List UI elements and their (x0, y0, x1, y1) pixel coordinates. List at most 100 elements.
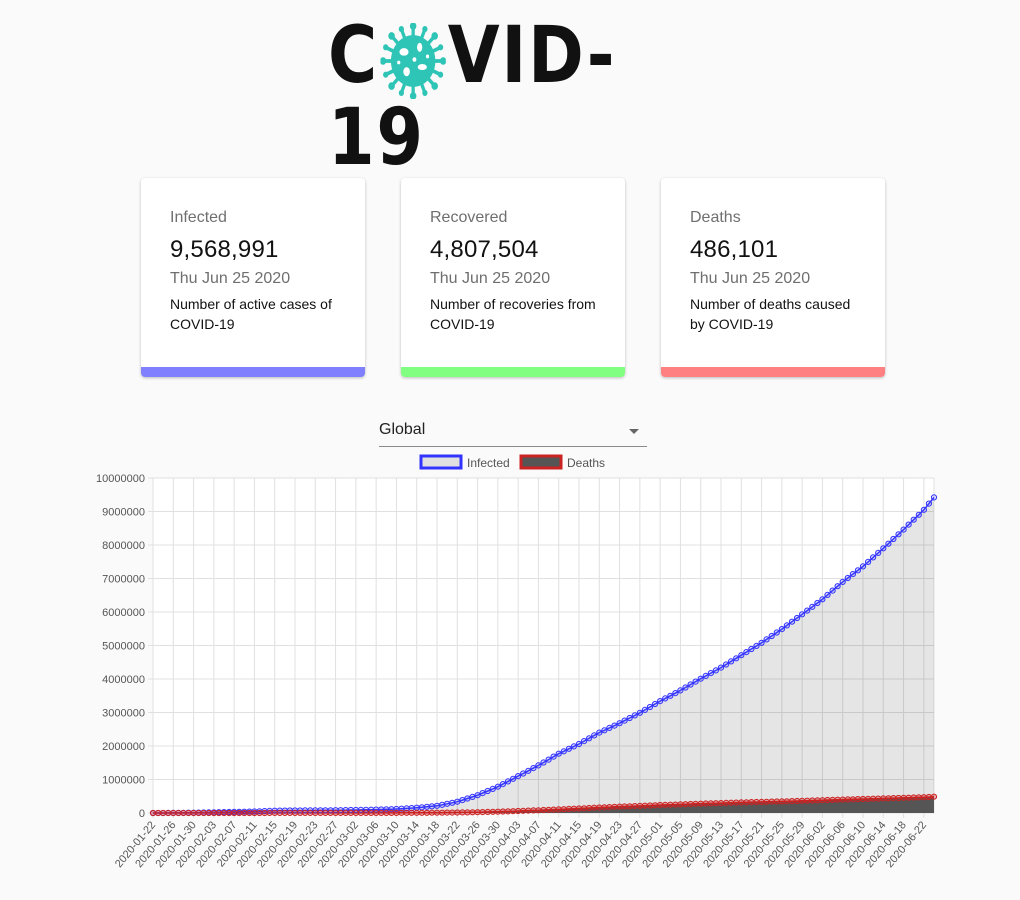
data-point-deaths (175, 809, 182, 817)
data-point-infected (449, 799, 456, 806)
data-point-infected (636, 709, 644, 716)
data-point-deaths (439, 809, 446, 816)
data-point-infected (859, 563, 867, 570)
data-point-infected (611, 722, 618, 729)
cases-chart: 0 1000000 2000000 3000000 4000000 5000000 6000… (96, 454, 938, 870)
data-point-deaths (682, 801, 689, 808)
card-color-bar (661, 367, 885, 377)
data-point-infected (616, 720, 623, 727)
data-point-deaths (373, 809, 380, 816)
data-point-deaths (256, 809, 263, 817)
covid-logo: C VID-19 (328, 17, 700, 176)
data-point-infected (763, 636, 770, 643)
data-point-deaths (347, 809, 354, 816)
data-point-infected (697, 675, 704, 682)
data-point-deaths (804, 797, 811, 804)
data-point-deaths (885, 795, 892, 802)
data-point-deaths (875, 795, 882, 802)
data-point-deaths (677, 801, 684, 808)
data-point-deaths (667, 801, 674, 808)
data-point-deaths (464, 809, 471, 816)
data-point-infected (474, 792, 481, 799)
data-point-infected (905, 521, 912, 528)
data-point-deaths (768, 798, 775, 805)
data-point-infected (560, 748, 567, 755)
data-point-deaths (702, 800, 709, 807)
data-point-deaths (220, 809, 228, 817)
card-title: Deaths (690, 209, 741, 226)
data-point-infected (728, 658, 735, 665)
data-point-infected (930, 494, 938, 501)
country-select[interactable]: Global (379, 417, 647, 447)
data-point-infected (768, 632, 775, 640)
data-point-infected (854, 567, 862, 574)
data-point-infected (717, 664, 725, 671)
data-point-infected (606, 724, 613, 731)
legend-label-deaths: Deaths (567, 456, 605, 470)
data-point-deaths (555, 806, 562, 813)
x-axis-ticks: 2020-01-222020-01-262020-01-302020-02-03… (113, 819, 929, 870)
data-point-deaths (586, 804, 593, 812)
series-area-infected (153, 497, 934, 813)
data-point-deaths (606, 804, 613, 811)
data-point-infected (621, 717, 628, 724)
data-point-deaths (697, 800, 704, 807)
data-point-deaths (489, 808, 496, 815)
data-point-deaths (626, 803, 633, 810)
logo-letters-vid19: VID-19 (328, 11, 617, 183)
data-point-deaths (469, 809, 476, 816)
data-point-deaths (905, 794, 912, 801)
data-point-deaths (236, 809, 243, 817)
data-point-infected (444, 800, 451, 807)
data-point-deaths (712, 800, 720, 807)
data-point-deaths (200, 809, 207, 817)
data-point-infected (596, 729, 603, 736)
data-point-infected (520, 770, 527, 777)
data-point-deaths (743, 799, 750, 806)
data-point-deaths (814, 797, 821, 804)
data-point-infected (910, 516, 917, 523)
data-point-deaths (758, 798, 765, 805)
y-tick-label: 2000000 (102, 741, 145, 753)
data-point-deaths (865, 795, 872, 802)
data-point-infected (733, 655, 740, 662)
y-tick-label: 1000000 (102, 775, 145, 787)
data-point-infected (499, 781, 506, 788)
data-point-infected (819, 596, 826, 603)
data-point-infected (794, 614, 801, 622)
data-point-deaths (494, 808, 501, 815)
data-point-infected (657, 698, 664, 705)
data-point-deaths (636, 802, 644, 809)
data-point-deaths (601, 804, 608, 811)
data-point-deaths (545, 806, 552, 813)
data-point-infected (895, 531, 902, 538)
data-point-infected (581, 738, 588, 745)
data-point-deaths (276, 809, 283, 816)
data-point-deaths (819, 797, 826, 804)
data-point-deaths (550, 806, 557, 813)
chart-areas (153, 497, 934, 813)
y-tick-label: 4000000 (102, 674, 145, 686)
data-point-infected (601, 727, 608, 734)
data-point-deaths (728, 799, 735, 806)
y-tick-label: 3000000 (102, 708, 145, 720)
data-point-infected (545, 756, 552, 763)
data-point-infected (723, 661, 730, 668)
data-point-deaths (621, 803, 628, 810)
y-tick-label: 7000000 (102, 574, 145, 586)
data-point-deaths (474, 809, 481, 816)
data-point-infected (565, 745, 573, 752)
data-point-deaths (890, 795, 897, 802)
data-point-deaths (449, 809, 456, 816)
data-point-deaths (783, 798, 791, 805)
data-point-deaths (570, 805, 578, 812)
data-point-deaths (925, 793, 933, 801)
data-point-deaths (332, 809, 339, 816)
data-point-infected (626, 714, 633, 722)
data-point-infected (662, 695, 669, 702)
data-point-deaths (226, 809, 233, 817)
data-point-deaths (479, 809, 486, 816)
card-title: Recovered (430, 209, 508, 226)
data-point-deaths (413, 809, 420, 816)
y-tick-label: 10000000 (96, 473, 145, 485)
